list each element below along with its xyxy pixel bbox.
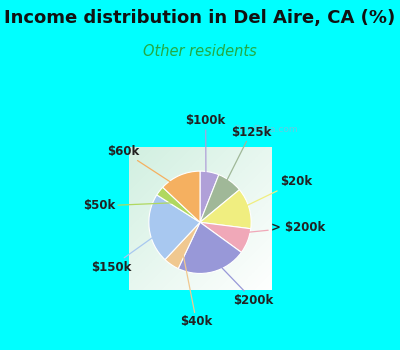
Text: $40k: $40k (180, 249, 212, 328)
Text: $125k: $125k (219, 126, 271, 196)
Text: > $200k: > $200k (230, 221, 325, 234)
Wedge shape (165, 222, 200, 268)
Text: $200k: $200k (208, 253, 274, 307)
Text: $20k: $20k (231, 175, 312, 214)
Wedge shape (200, 171, 219, 222)
Wedge shape (200, 222, 251, 252)
Wedge shape (200, 190, 251, 229)
Text: Other residents: Other residents (143, 44, 257, 59)
Wedge shape (163, 171, 200, 222)
Text: $60k: $60k (107, 145, 187, 193)
Text: $150k: $150k (91, 226, 168, 274)
Wedge shape (178, 222, 241, 273)
Wedge shape (149, 195, 200, 260)
Wedge shape (200, 175, 240, 222)
Text: $100k: $100k (186, 114, 226, 191)
Text: $50k: $50k (83, 199, 175, 212)
Wedge shape (157, 187, 200, 222)
Text: City-Data.com: City-Data.com (233, 125, 298, 134)
Text: Income distribution in Del Aire, CA (%): Income distribution in Del Aire, CA (%) (4, 9, 396, 27)
